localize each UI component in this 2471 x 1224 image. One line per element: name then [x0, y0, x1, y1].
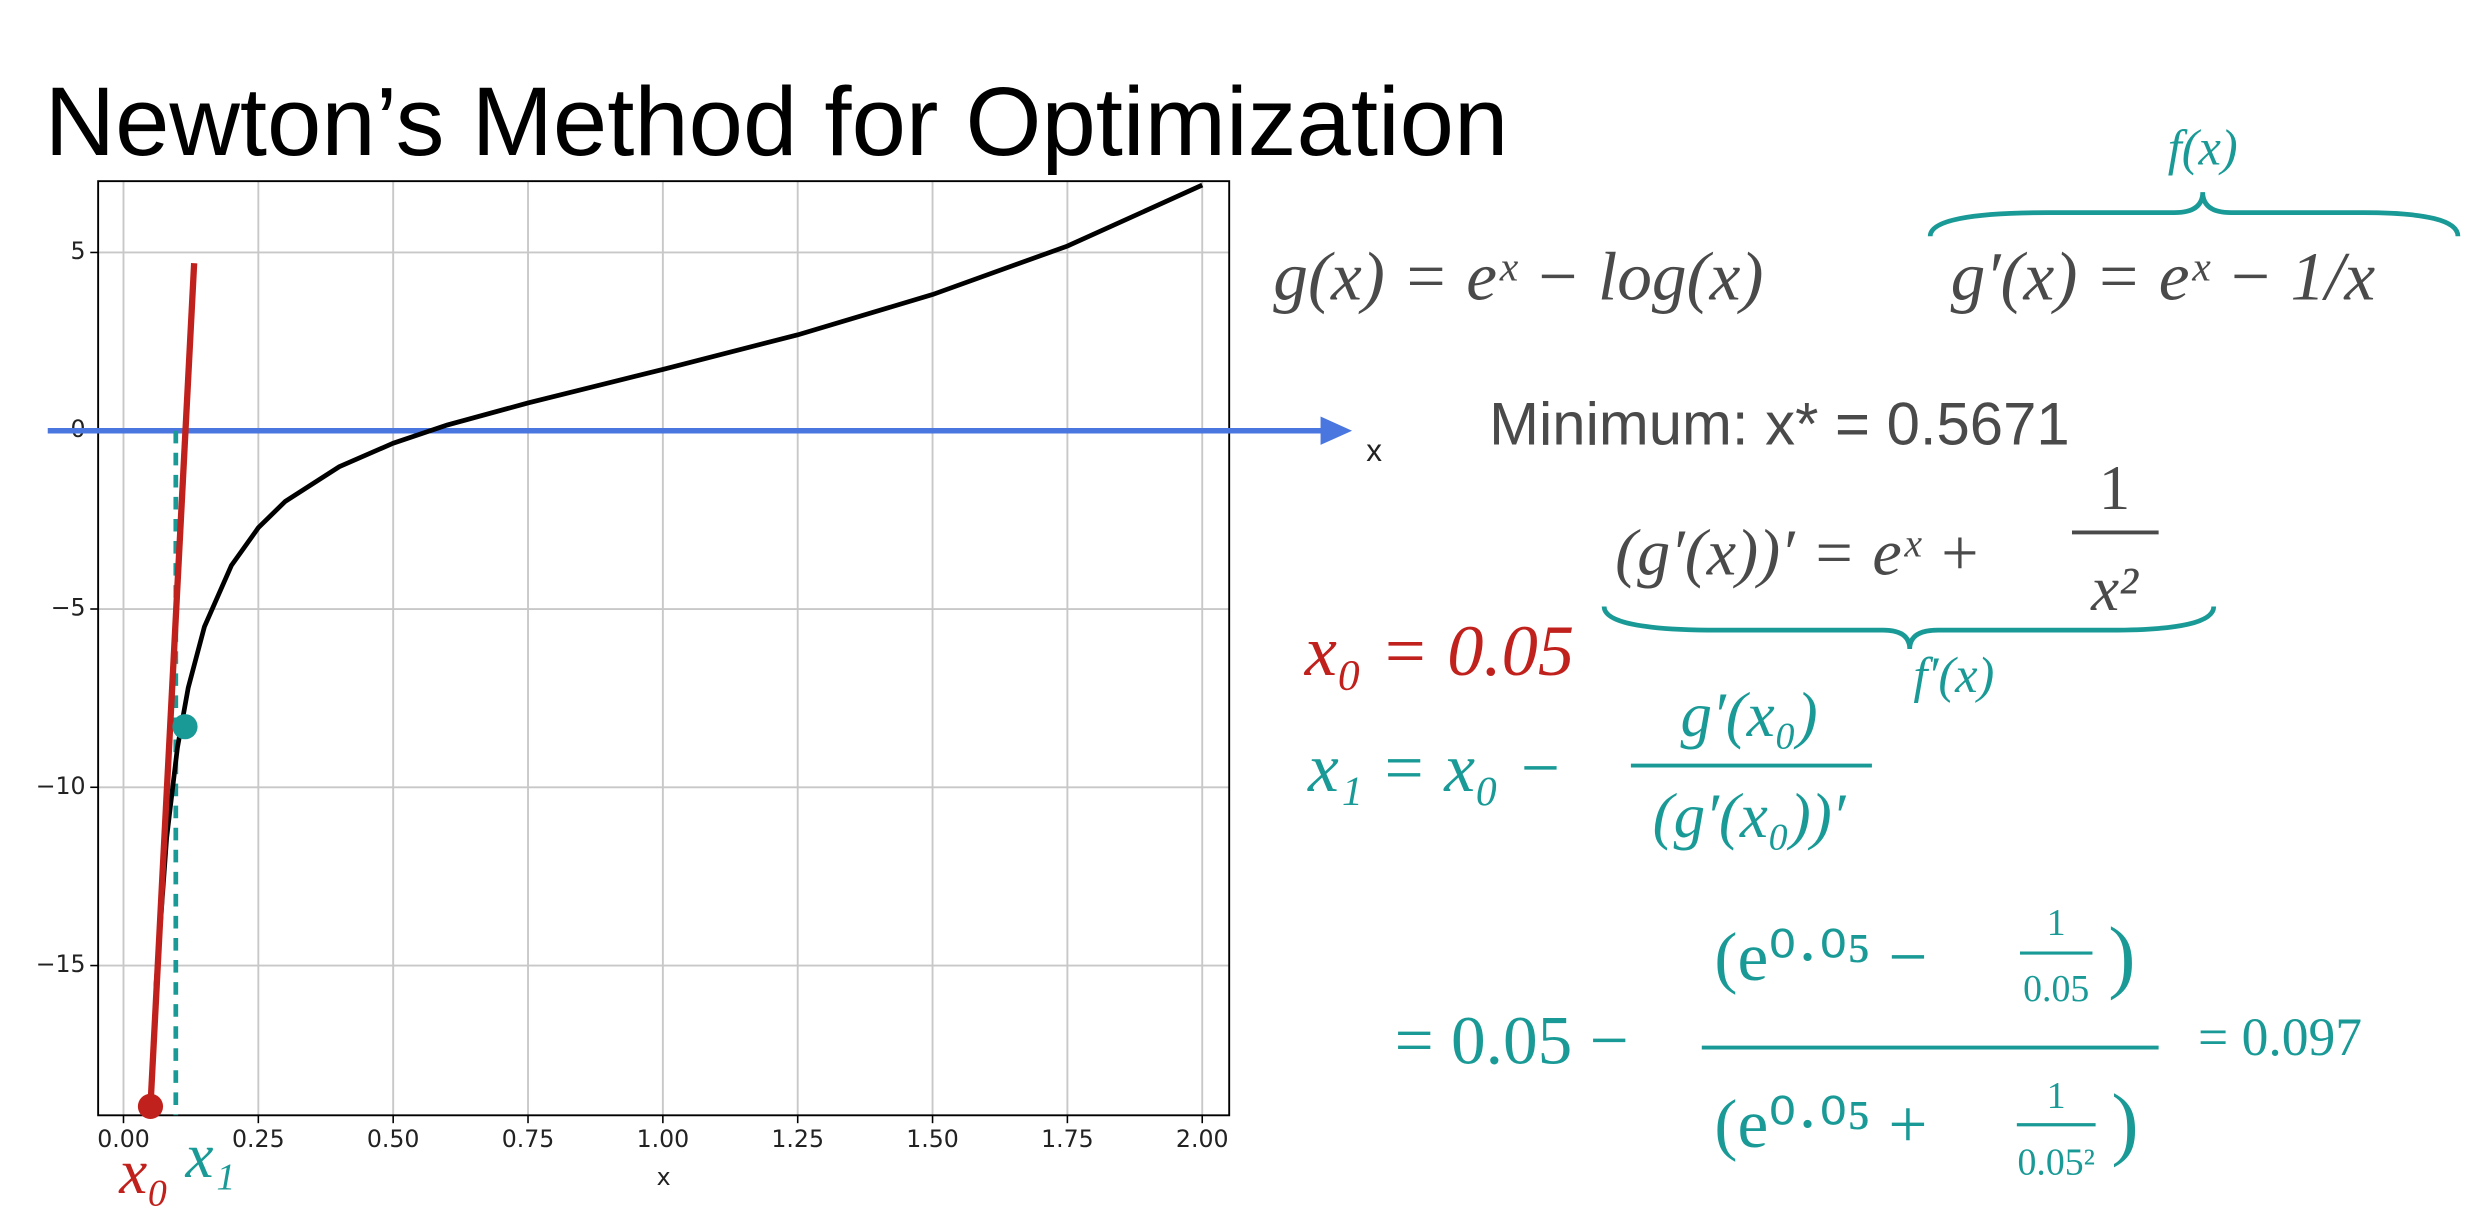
x-tick-label: 2.00 — [1176, 1125, 1229, 1153]
x-tick-label: 0.00 — [97, 1125, 150, 1153]
point-label: x₀ — [118, 1137, 169, 1207]
brace-label: f′(x) — [1913, 647, 1994, 703]
brace — [1927, 192, 2461, 237]
fraction-den: 0.05 — [2023, 968, 2089, 1010]
fraction-num: 1 — [2099, 453, 2131, 523]
series-line — [147, 263, 198, 1107]
equation: x₁ = x₀ − — [1307, 729, 1563, 806]
series-group — [147, 182, 1204, 1107]
paren: ) — [2111, 1077, 2138, 1168]
plot: 0.000.250.500.751.001.251.501.752.0050−5… — [36, 180, 1382, 1207]
y-tick-label: −10 — [36, 772, 86, 800]
y-tick-label: 5 — [71, 237, 86, 265]
fraction-den: x² — [2090, 554, 2139, 624]
x-tick-label: 1.00 — [637, 1125, 690, 1153]
fraction-num: 1 — [2047, 1075, 2066, 1117]
x-axis-label: x — [657, 1163, 671, 1191]
point — [172, 714, 198, 740]
point-label: x₁ — [185, 1121, 236, 1191]
x-tick-label: 1.75 — [1041, 1125, 1094, 1153]
minimum: Minimum: x* = 0.5671 — [1489, 390, 2070, 457]
fraction-den: (g′(x₀))′ — [1653, 781, 1847, 851]
brace-label: f(x) — [2168, 119, 2238, 175]
brace — [1601, 606, 2217, 650]
denominator: (e⁰·⁰⁵ + — [1714, 1085, 1927, 1162]
equation: (g′(x))′ = eˣ + — [1615, 516, 1981, 589]
fraction-den: 0.05² — [2017, 1141, 2094, 1183]
point — [137, 1093, 164, 1119]
x-tick-label: 0.75 — [502, 1125, 555, 1153]
arrow-head — [1320, 416, 1353, 445]
series-line — [153, 182, 1204, 988]
equation: x₀ = 0.05 — [1304, 610, 1574, 691]
fraction-num: 1 — [2047, 902, 2066, 944]
x-tick-label: 1.50 — [906, 1125, 959, 1153]
y-tick-label: −5 — [51, 594, 86, 622]
x-tick-label: 1.25 — [771, 1125, 824, 1153]
paren: ) — [2108, 910, 2135, 1001]
slide-title: Newton’s Method for Optimization — [45, 67, 1509, 176]
plot-frame — [97, 180, 1231, 1117]
equation: = 0.05 − — [1395, 1001, 1629, 1078]
fraction-num: g′(x₀) — [1680, 680, 1817, 750]
numerator: (e⁰·⁰⁵ − — [1714, 918, 1927, 995]
y-tick-label: −15 — [36, 950, 86, 978]
equation: g′(x) = eˣ − 1/x — [1951, 237, 2376, 314]
x-tick-label: 0.25 — [232, 1125, 285, 1153]
x-tick-label: 0.50 — [367, 1125, 420, 1153]
equation: g(x) = eˣ − log(x) — [1273, 237, 1763, 314]
result: = 0.097 — [2198, 1007, 2362, 1067]
arrow-label: x — [1366, 432, 1382, 468]
